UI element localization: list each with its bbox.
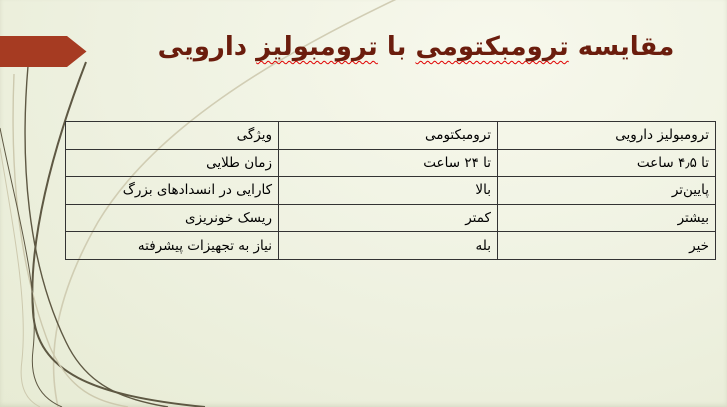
table-header-cell[interactable]: ترومبکتومی	[278, 121, 498, 150]
table-cell[interactable]: کمتر	[278, 203, 498, 233]
title-segment: دارویی	[157, 32, 257, 62]
swoosh-line	[0, 147, 41, 407]
title-segment: ترومبولیز	[256, 32, 378, 62]
table-cell[interactable]: تا ۲۴ ساعت	[278, 148, 498, 178]
table-cell[interactable]: زمان طلایی	[65, 148, 279, 178]
table-row: تا ۴٫۵ ساعت تا ۲۴ ساعت زمان طلایی	[65, 148, 716, 178]
table-cell[interactable]: تا ۴٫۵ ساعت	[497, 148, 716, 178]
table-cell[interactable]: کارایی در انسدادهای بزرگ	[65, 176, 279, 205]
table-cell[interactable]: ریسک خونریزی	[65, 203, 279, 233]
title-segment: با	[377, 32, 416, 62]
table-row: خیر بله نیاز به تجهیزات پیشرفته	[65, 231, 716, 260]
title-segment: مقایسه	[568, 32, 675, 62]
table-cell[interactable]: بالا	[278, 176, 498, 205]
arrow-shape	[0, 36, 87, 67]
table-header-cell[interactable]: ویژگی	[65, 121, 279, 150]
swoosh-line	[24, 65, 169, 407]
table-header-cell[interactable]: ترومبولیز دارویی	[497, 121, 716, 150]
comparison-table[interactable]: ترومبولیز دارویی ترومبکتومی ویژگی تا ۴٫۵ سا…	[65, 121, 716, 260]
table-row: پایین‌تر بالا کارایی در انسدادهای بزرگ	[65, 176, 716, 205]
title-segment: ترومبکتومی	[415, 32, 569, 62]
slide-title-textbox[interactable]: مقایسه ترومبکتومی با ترومبولیز دارویی	[105, 30, 727, 65]
swoosh-line	[0, 127, 63, 407]
table-cell[interactable]: نیاز به تجهیزات پیشرفته	[65, 231, 279, 260]
table-header-row: ترومبولیز دارویی ترومبکتومی ویژگی	[65, 121, 716, 150]
table-cell[interactable]: بیشتر	[497, 203, 716, 233]
table-cell[interactable]: بله	[278, 231, 498, 260]
table-cell[interactable]: پایین‌تر	[497, 176, 716, 205]
swoosh-line	[12, 73, 129, 407]
table-cell[interactable]: خیر	[497, 231, 716, 260]
table-row: بیشتر کمتر ریسک خونریزی	[65, 203, 716, 233]
